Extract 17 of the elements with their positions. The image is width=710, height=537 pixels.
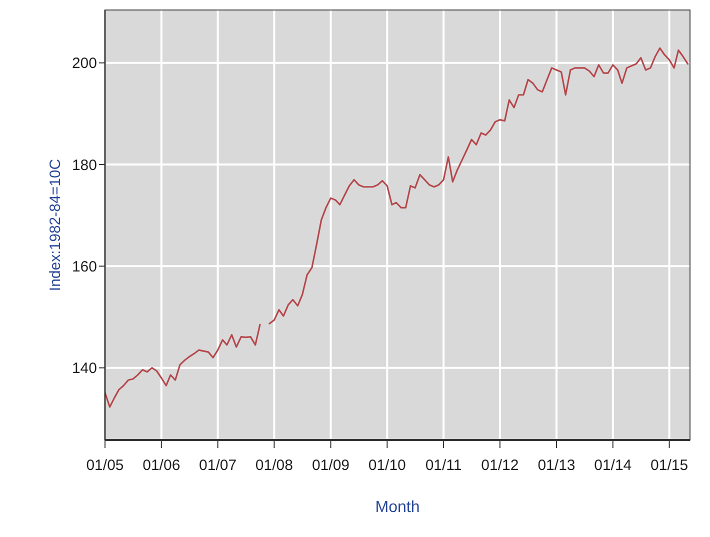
x-tick-label: 01/15 <box>650 457 688 474</box>
y-tick-label: 180 <box>72 156 97 174</box>
x-tick-label: 01/13 <box>538 457 576 474</box>
x-tick-label: 01/09 <box>312 457 350 474</box>
x-tick-label: 01/06 <box>142 457 180 474</box>
x-tick-label: 01/07 <box>199 457 237 474</box>
y-axis-title: Index:1982-84=10C <box>47 158 64 292</box>
y-tick-label: 140 <box>72 360 97 378</box>
x-tick-label: 01/12 <box>481 457 519 474</box>
x-tick-label: 01/08 <box>255 457 293 474</box>
x-tick-label: 01/14 <box>594 457 632 474</box>
y-tick-label: 200 <box>72 55 97 72</box>
x-tick-label: 01/10 <box>368 457 406 474</box>
x-tick-label: 01/05 <box>86 457 124 474</box>
y-tick-label: 160 <box>72 258 97 276</box>
x-axis-title: Month <box>375 499 420 516</box>
x-tick-label: 01/11 <box>425 457 462 474</box>
